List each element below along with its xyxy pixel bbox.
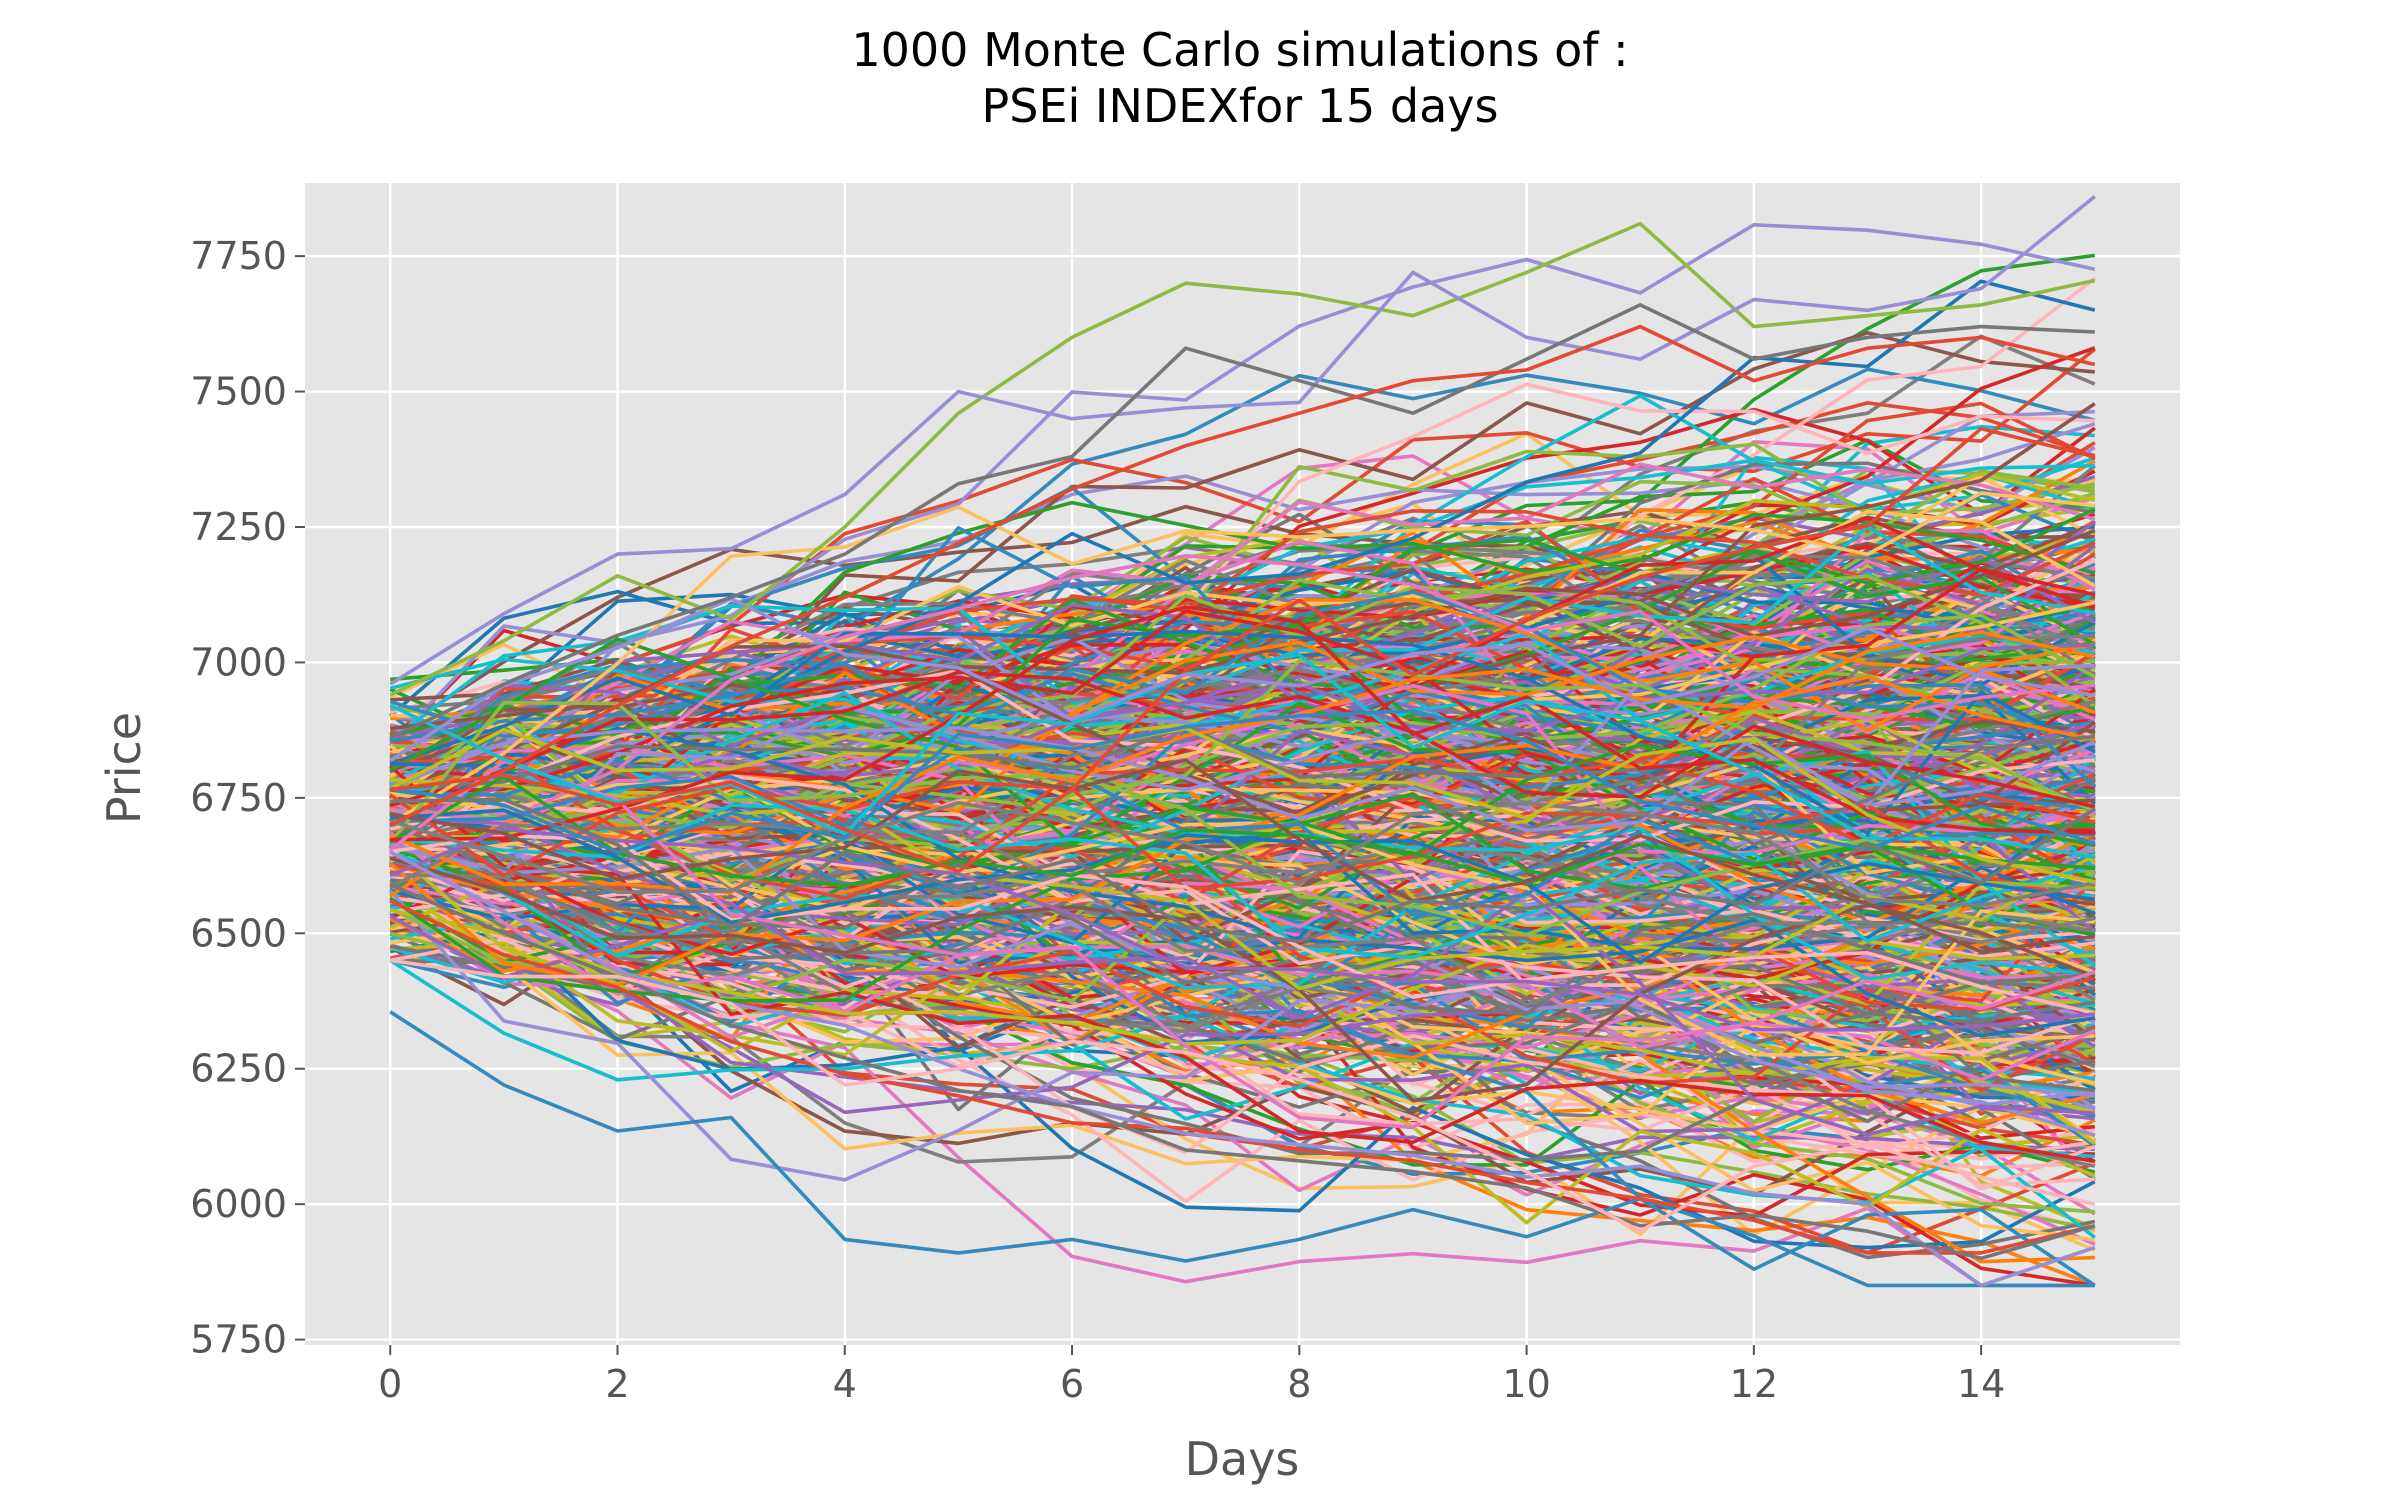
y-tick-label: 6250 (190, 1047, 287, 1091)
simulation-line (389, 852, 2095, 1009)
y-tick-label: 7000 (190, 640, 287, 684)
simulation-line (389, 758, 2096, 954)
simulation-line (389, 908, 2095, 1046)
simulation-line (389, 800, 2096, 908)
y-tick-label: 6500 (190, 911, 287, 955)
simulation-line (388, 701, 2095, 937)
simulation-line (389, 752, 2095, 1264)
x-tick-label: 12 (1730, 1362, 1778, 1406)
simulation-line (389, 491, 2095, 826)
simulation-lines (388, 195, 2097, 1288)
simulation-line (390, 554, 2095, 823)
x-tick-label: 2 (605, 1362, 629, 1406)
simulation-line (389, 662, 2096, 816)
simulation-line (389, 782, 2095, 961)
simulation-line-extreme (389, 850, 2096, 1288)
x-tick-label: 14 (1957, 1362, 2005, 1406)
chart-title-line1: 1000 Monte Carlo simulations of : (851, 23, 1628, 77)
simulation-line (389, 643, 2095, 825)
simulation-line (390, 797, 2096, 944)
simulation-line (390, 778, 2096, 991)
simulation-line (389, 709, 2096, 854)
simulation-line (389, 726, 2096, 884)
simulation-line-extreme (389, 958, 2096, 1233)
simulation-line (390, 863, 2097, 1086)
simulation-line (389, 670, 2096, 809)
simulation-line-extreme (389, 1010, 2096, 1287)
axis-ticks: 0 2 4 6 8 10 12 14 5750 6000 6250 6500 6750 7000 7250 7… (190, 234, 2005, 1406)
simulation-line (389, 833, 2096, 1015)
simulation-line-extreme (389, 195, 2096, 686)
simulation-line (390, 754, 2096, 900)
y-tick-label: 7250 (190, 505, 287, 549)
simulation-line (389, 759, 2096, 1130)
y-axis-label: Price (97, 712, 151, 824)
simulation-line-extreme (389, 221, 2096, 697)
simulation-line (389, 613, 2096, 830)
simulation-line (389, 555, 2096, 743)
simulation-line (390, 605, 2095, 842)
simulation-line (389, 743, 2096, 1003)
simulation-line (389, 883, 2096, 1225)
simulation-line (389, 632, 2096, 771)
simulation-line (389, 827, 2095, 1032)
simulation-line (389, 426, 2096, 874)
y-tick-label: 6000 (190, 1182, 287, 1226)
simulation-line (389, 823, 2095, 1016)
simulation-line (388, 889, 2095, 1182)
simulation-line (388, 610, 2096, 793)
simulation-line (389, 757, 2096, 978)
y-tick-label: 7750 (190, 234, 287, 278)
x-tick-label: 4 (833, 1362, 857, 1406)
simulation-line (390, 347, 2096, 790)
y-tick-label: 7500 (190, 370, 287, 414)
simulation-line (389, 507, 2096, 801)
x-tick-label: 8 (1287, 1362, 1311, 1406)
simulation-line (389, 596, 2096, 763)
simulation-line (389, 822, 2096, 1007)
simulation-line-extreme (389, 882, 2096, 1261)
x-tick-label: 6 (1060, 1362, 1084, 1406)
simulation-line (389, 630, 2096, 845)
simulation-line-extreme (389, 303, 2095, 740)
simulation-line (389, 774, 2095, 888)
y-tick-label: 5750 (190, 1318, 287, 1362)
y-tick-label: 6750 (190, 776, 287, 820)
chart-title-line2: PSEi INDEXfor 15 days (982, 79, 1499, 133)
simulation-line-extreme (389, 324, 2096, 827)
simulation-line (389, 590, 2096, 788)
x-tick-label: 0 (378, 1362, 402, 1406)
simulation-line (390, 658, 2096, 883)
x-tick-label: 10 (1502, 1362, 1550, 1406)
x-axis-label: Days (1185, 1432, 1300, 1486)
simulation-line (389, 780, 2096, 904)
simulation-line (389, 764, 2096, 1164)
simulation-line (389, 509, 2096, 838)
simulation-line (390, 724, 2095, 847)
